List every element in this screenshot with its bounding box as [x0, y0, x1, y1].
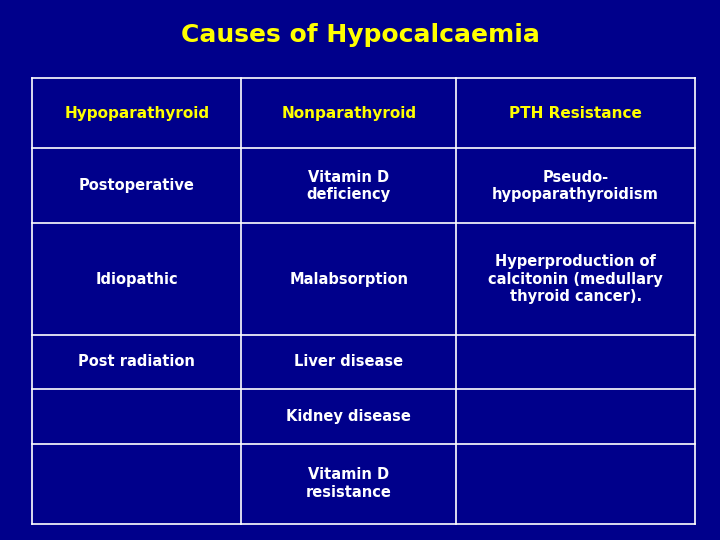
- Text: Vitamin D
deficiency: Vitamin D deficiency: [307, 170, 391, 202]
- Text: Liver disease: Liver disease: [294, 354, 403, 369]
- Text: Idiopathic: Idiopathic: [96, 272, 178, 287]
- Text: Vitamin D
resistance: Vitamin D resistance: [306, 468, 392, 500]
- Text: PTH Resistance: PTH Resistance: [509, 106, 642, 121]
- Text: Malabsorption: Malabsorption: [289, 272, 408, 287]
- Text: Nonparathyroid: Nonparathyroid: [281, 106, 416, 121]
- Text: Hyperproduction of
calcitonin (medullary
thyroid cancer).: Hyperproduction of calcitonin (medullary…: [488, 254, 663, 304]
- Text: Kidney disease: Kidney disease: [287, 409, 411, 424]
- Text: Causes of Hypocalcaemia: Causes of Hypocalcaemia: [181, 23, 539, 47]
- Text: Hypoparathyroid: Hypoparathyroid: [64, 106, 210, 121]
- Text: Post radiation: Post radiation: [78, 354, 195, 369]
- Text: Pseudo-
hypoparathyroidism: Pseudo- hypoparathyroidism: [492, 170, 659, 202]
- Text: Postoperative: Postoperative: [78, 178, 194, 193]
